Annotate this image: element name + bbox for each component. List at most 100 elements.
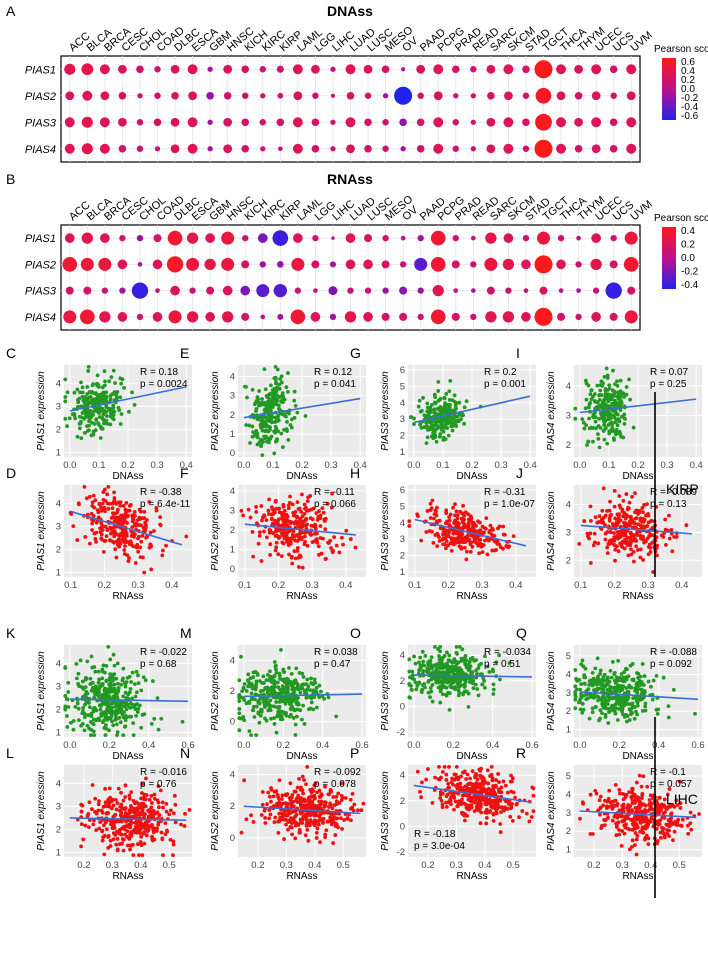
scatter-point bbox=[266, 440, 271, 445]
scatter-point bbox=[463, 540, 468, 545]
scatter-point bbox=[634, 539, 639, 543]
scatter-point bbox=[106, 811, 111, 815]
scatter-point bbox=[299, 510, 304, 514]
y-tick-label: 2 bbox=[230, 410, 235, 421]
scatter-point bbox=[350, 791, 355, 796]
stat-p-label: p = 0.68 bbox=[140, 659, 177, 670]
dot-mark bbox=[153, 234, 162, 243]
x-tick-label: 0.1 bbox=[64, 580, 77, 591]
dot-mark bbox=[452, 145, 460, 152]
scatter-point bbox=[260, 402, 265, 407]
scatter-point bbox=[108, 422, 113, 427]
scatter-point bbox=[304, 682, 309, 687]
scatter-point bbox=[343, 796, 348, 800]
scatter-point bbox=[353, 545, 358, 550]
scatter-point bbox=[464, 557, 469, 562]
scatter-point bbox=[276, 517, 281, 522]
dot-mark bbox=[259, 261, 266, 268]
scatter-point bbox=[134, 669, 139, 674]
scatter-point bbox=[120, 513, 125, 518]
dot-mark bbox=[65, 286, 74, 295]
scatter-point bbox=[143, 678, 148, 683]
dot-mark bbox=[523, 288, 529, 293]
scatter-point bbox=[286, 827, 290, 832]
scatter-point bbox=[127, 674, 132, 679]
x-tick-label: 0.4 bbox=[134, 860, 147, 871]
dot-mark bbox=[484, 257, 498, 271]
scatter-point bbox=[90, 521, 95, 526]
scatter-point bbox=[341, 542, 345, 547]
scatter-point bbox=[270, 388, 275, 393]
dot-mark bbox=[470, 261, 477, 268]
scatter-point bbox=[661, 675, 666, 680]
scatter-point bbox=[428, 410, 433, 415]
scatter-point bbox=[87, 701, 91, 705]
dot-mark bbox=[276, 261, 284, 268]
scatter-point bbox=[255, 442, 260, 447]
scatter-point bbox=[616, 395, 621, 400]
scatter-point bbox=[297, 565, 301, 569]
dot-mark bbox=[291, 257, 305, 271]
scatter-point bbox=[285, 687, 290, 692]
scatter-point bbox=[436, 399, 441, 403]
dot-mark bbox=[399, 118, 407, 127]
scatter-point bbox=[587, 416, 592, 421]
scatter-point bbox=[74, 676, 79, 681]
scatter-point bbox=[427, 678, 431, 683]
scatter-point bbox=[284, 696, 289, 701]
scatter-point bbox=[304, 508, 309, 513]
scatter-point bbox=[608, 668, 613, 673]
scatter-point bbox=[171, 839, 176, 844]
scatter-point bbox=[589, 397, 594, 402]
scatter-point bbox=[459, 417, 463, 422]
scatter-point bbox=[622, 395, 626, 399]
dot-mark bbox=[624, 310, 638, 324]
scatter-point bbox=[494, 660, 499, 665]
scatter-point bbox=[109, 408, 113, 413]
scatter-point bbox=[261, 681, 266, 685]
scatter-point bbox=[300, 821, 305, 825]
scatter-point bbox=[308, 531, 313, 536]
scatter-point bbox=[128, 687, 133, 691]
scatter-point bbox=[94, 520, 99, 525]
x-tick-label: 0.2 bbox=[442, 580, 455, 591]
scatter-point bbox=[595, 520, 600, 525]
scatter-point bbox=[63, 694, 68, 698]
scatter-point bbox=[124, 531, 129, 536]
scatter-point bbox=[641, 537, 646, 542]
y-tick-label: 3 bbox=[566, 410, 571, 421]
scatter-point bbox=[251, 554, 256, 559]
scatter-point bbox=[455, 681, 460, 686]
scatter-point bbox=[128, 502, 133, 507]
scatter-point bbox=[293, 733, 298, 737]
dot-mark bbox=[363, 259, 373, 270]
scatter-point bbox=[281, 813, 286, 818]
scatter-point bbox=[123, 690, 128, 695]
dot-mark bbox=[241, 312, 250, 321]
scatter-point bbox=[463, 661, 468, 666]
scatter-point bbox=[102, 823, 106, 828]
scatter-point bbox=[507, 661, 512, 665]
scatter-point bbox=[245, 395, 249, 400]
scatter-point bbox=[638, 697, 643, 702]
scatter-point bbox=[140, 807, 145, 812]
scatter-point bbox=[92, 665, 97, 669]
dot-mark bbox=[534, 255, 553, 274]
scatter-point bbox=[427, 529, 432, 533]
scatter-point bbox=[282, 680, 287, 685]
scatter-point bbox=[407, 669, 412, 674]
y-tick-label: 3 bbox=[56, 401, 61, 412]
scatter-point bbox=[93, 537, 98, 541]
scatter-point bbox=[122, 516, 127, 521]
scatter-point bbox=[339, 798, 344, 803]
scatter-point bbox=[275, 712, 280, 717]
scatter-point bbox=[108, 838, 113, 843]
scatter-point bbox=[638, 555, 643, 560]
scatter-point bbox=[108, 657, 113, 662]
scatter-point bbox=[108, 678, 113, 682]
scatter-point bbox=[613, 420, 618, 425]
scatter-point bbox=[605, 509, 609, 513]
scatter-point bbox=[118, 532, 123, 536]
scatter-point bbox=[267, 794, 272, 799]
scatter-point bbox=[80, 390, 85, 395]
